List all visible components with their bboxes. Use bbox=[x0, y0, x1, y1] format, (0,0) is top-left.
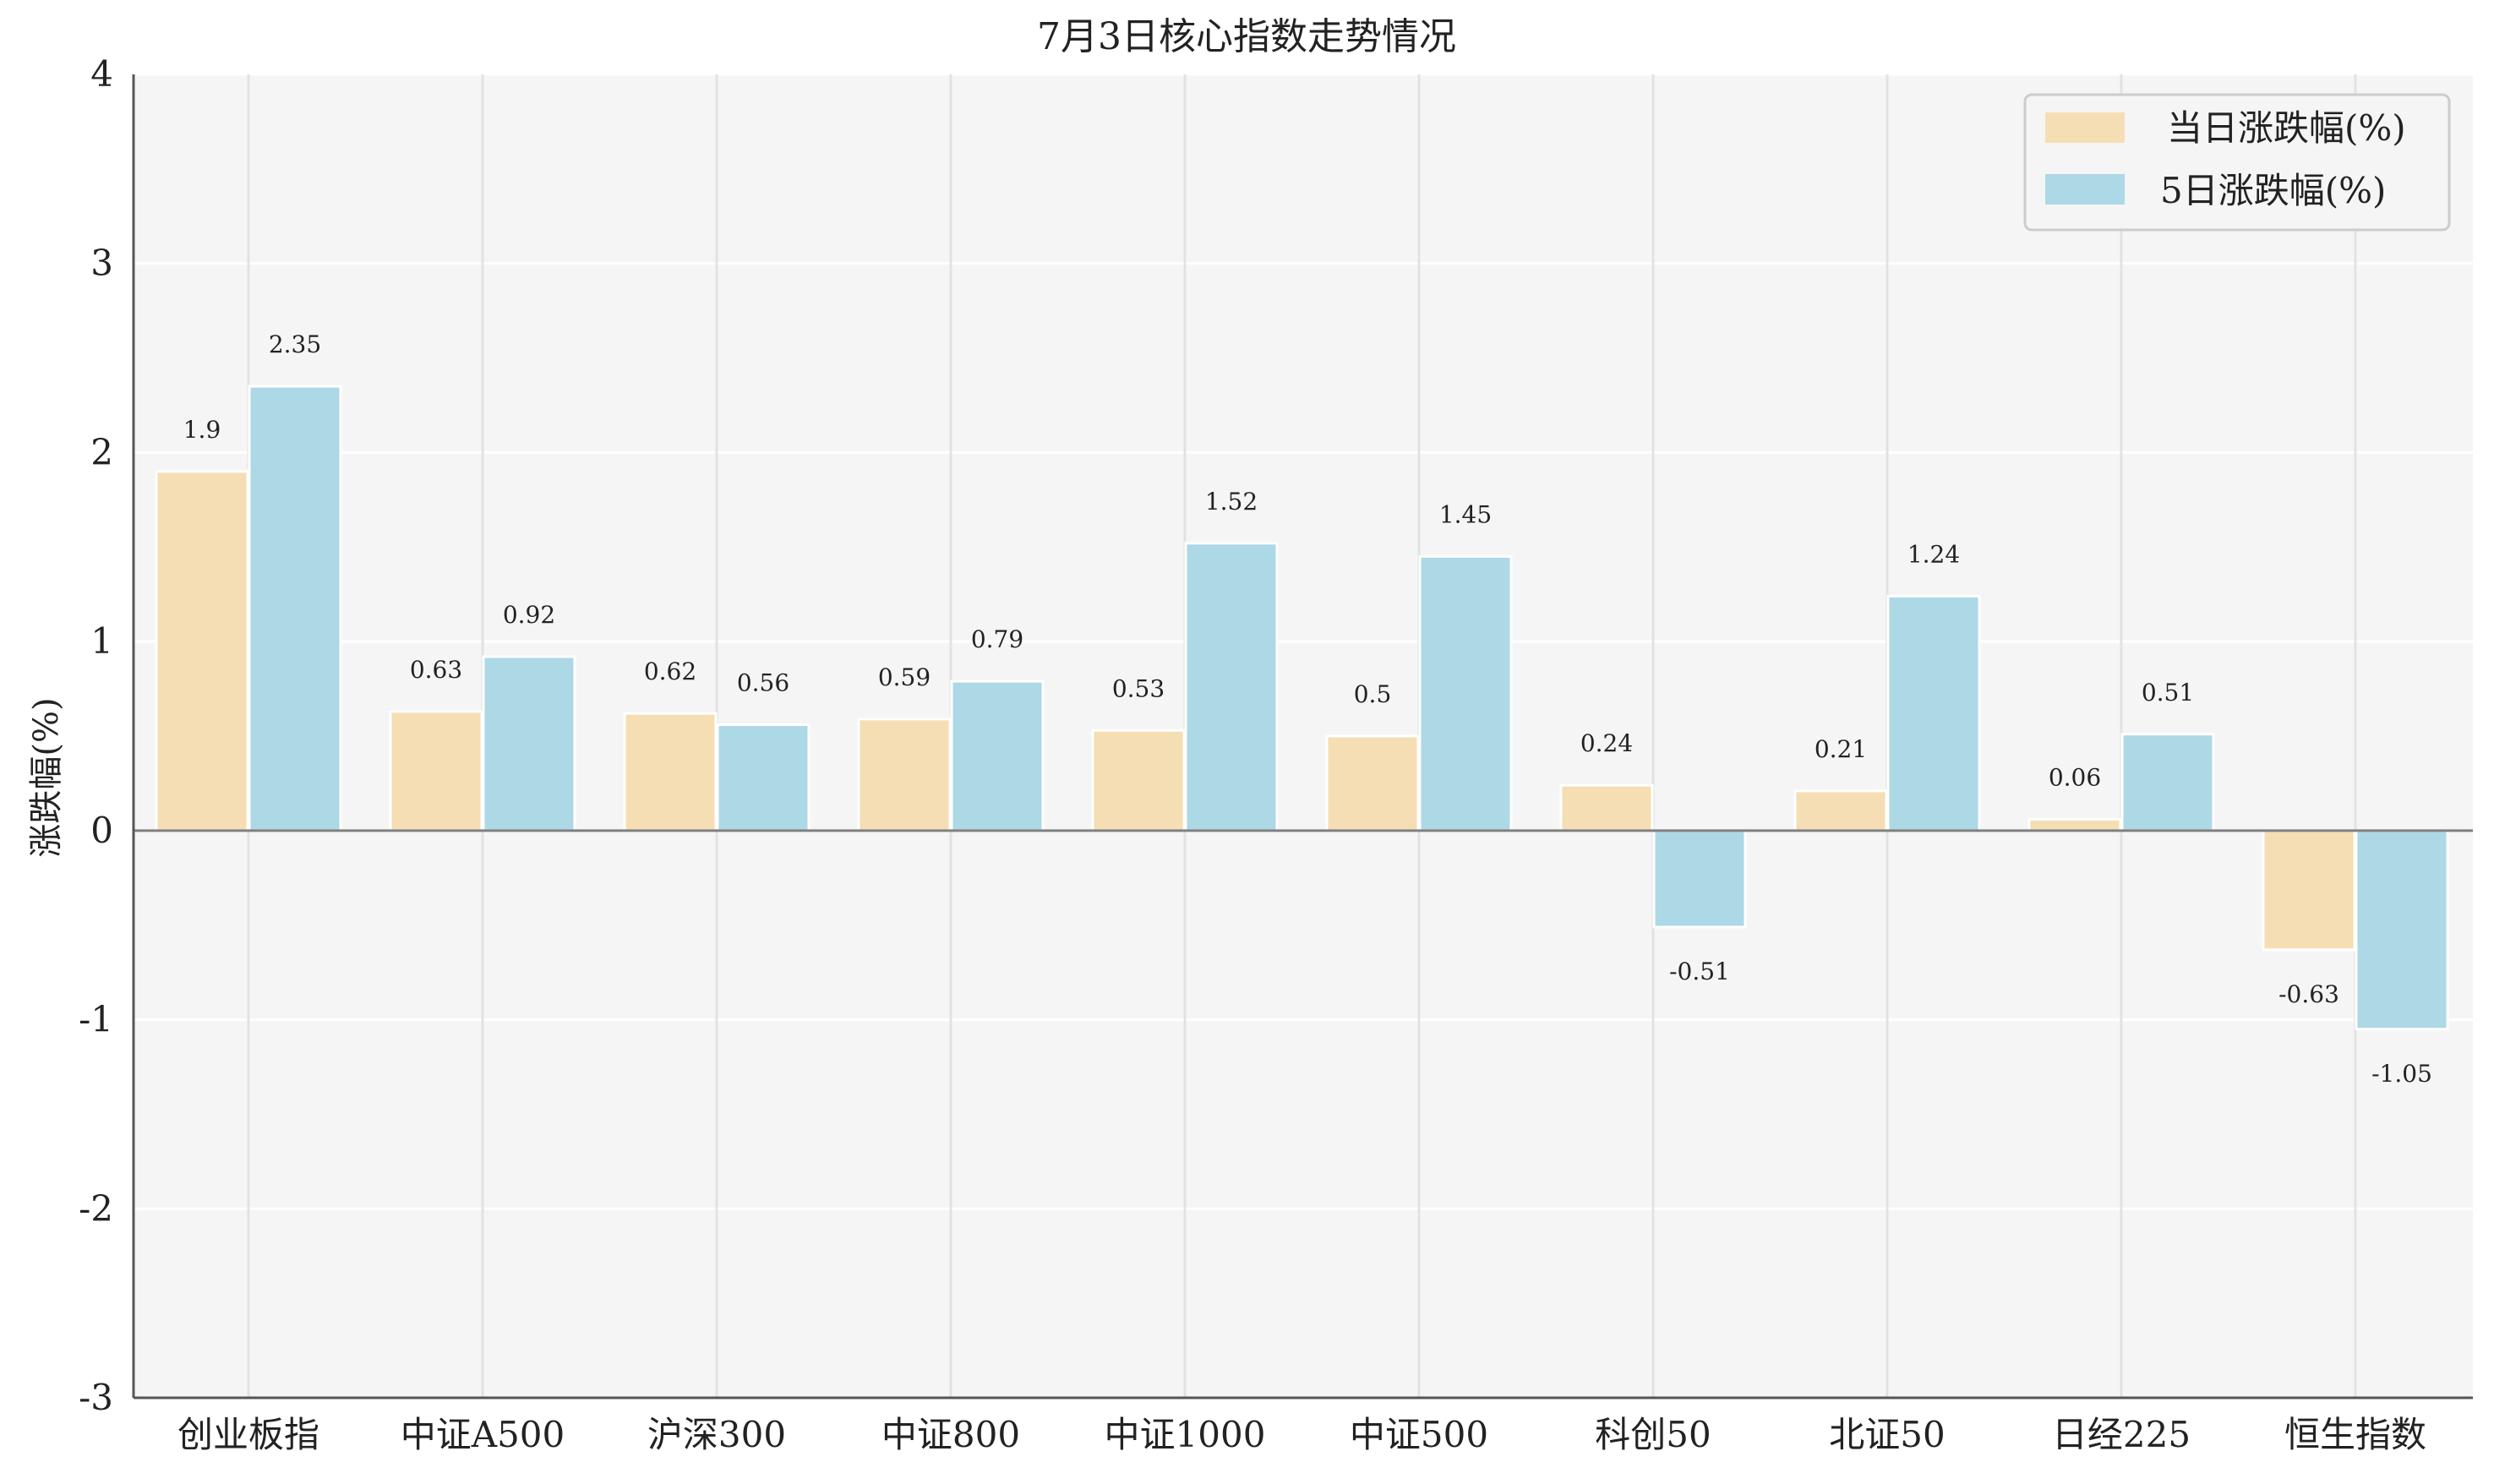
bar-daily-0 bbox=[155, 470, 249, 832]
axes: -3 -2 -1 0 1 2 3 4 创业板指 中证A500 沪深300 中证800 中证1000 中证5… bbox=[79, 53, 2473, 1455]
data-label-daily-0: 1.9 bbox=[183, 416, 221, 444]
data-label-daily-2: 0.62 bbox=[644, 657, 696, 685]
bar-5day-1 bbox=[482, 655, 576, 832]
bar-5day-7 bbox=[1886, 594, 1981, 832]
y-tick-label: -1 bbox=[79, 999, 113, 1040]
data-label-5day-9: -1.05 bbox=[2371, 1060, 2432, 1088]
y-tick-label: -2 bbox=[79, 1187, 113, 1229]
x-tick-label: 中证800 bbox=[881, 1414, 1020, 1455]
legend-swatch-daily bbox=[2045, 112, 2125, 143]
x-tick-label: 创业板指 bbox=[177, 1414, 319, 1455]
data-label-daily-1: 0.63 bbox=[410, 656, 462, 684]
x-tick-label: 北证50 bbox=[1829, 1414, 1945, 1455]
bar-daily-8 bbox=[2027, 817, 2122, 832]
data-label-5day-6: -0.51 bbox=[1669, 958, 1730, 985]
x-tick-label: 沪深300 bbox=[647, 1414, 786, 1455]
data-label-daily-8: 0.06 bbox=[2049, 763, 2101, 791]
data-label-5day-5: 1.45 bbox=[1439, 500, 1492, 528]
bar-5day-3 bbox=[950, 679, 1045, 832]
legend-frame bbox=[2023, 93, 2451, 232]
data-label-5day-8: 0.51 bbox=[2142, 679, 2194, 707]
y-tick-label: 3 bbox=[90, 243, 113, 284]
bars bbox=[155, 385, 2449, 1031]
legend-swatch-5day bbox=[2045, 174, 2125, 205]
legend: 当日涨跌幅(%) 5日涨跌幅(%) bbox=[2023, 93, 2451, 232]
x-tick-label: 中证A500 bbox=[401, 1414, 565, 1455]
legend-label-daily: 当日涨跌幅(%) bbox=[2167, 107, 2406, 149]
data-label-5day-7: 1.24 bbox=[1907, 540, 1960, 568]
chart-title: 7月3日核心指数走势情况 bbox=[1037, 15, 1456, 58]
bar-daily-4 bbox=[1091, 728, 1186, 832]
data-labels: 1.9 0.63 0.62 0.59 0.53 0.5 0.24 0.21 0.06 -0.63 2… bbox=[183, 330, 2432, 1088]
x-tick-label: 日经225 bbox=[2052, 1414, 2191, 1455]
bar-5day-0 bbox=[248, 385, 342, 832]
bar-5day-5 bbox=[1418, 554, 1513, 832]
bar-5day-9 bbox=[2355, 829, 2449, 1031]
data-label-daily-9: -0.63 bbox=[2278, 980, 2339, 1008]
legend-label-5day: 5日涨跌幅(%) bbox=[2160, 170, 2386, 211]
y-tick-label: 1 bbox=[90, 620, 113, 662]
data-label-5day-3: 0.79 bbox=[971, 625, 1023, 653]
data-label-5day-1: 0.92 bbox=[503, 601, 555, 629]
bar-5day-2 bbox=[716, 723, 810, 832]
y-tick-label: 4 bbox=[90, 53, 113, 95]
y-tick-label: -3 bbox=[79, 1377, 113, 1418]
bar-5day-6 bbox=[1652, 829, 1747, 929]
x-tick-label: 中证500 bbox=[1350, 1414, 1488, 1455]
data-label-daily-6: 0.24 bbox=[1580, 729, 1633, 757]
bar-daily-6 bbox=[1559, 783, 1654, 832]
bar-5day-4 bbox=[1184, 542, 1279, 832]
bar-5day-8 bbox=[2120, 733, 2215, 832]
bar-daily-9 bbox=[2262, 829, 2356, 952]
data-label-5day-2: 0.56 bbox=[737, 669, 789, 697]
data-label-daily-4: 0.53 bbox=[1112, 674, 1165, 702]
bar-daily-7 bbox=[1793, 789, 1888, 832]
data-label-5day-0: 2.35 bbox=[269, 330, 321, 358]
x-tick-label: 恒生指数 bbox=[2284, 1414, 2426, 1455]
data-label-daily-3: 0.59 bbox=[878, 663, 930, 691]
y-axis-label: 涨跌幅(%) bbox=[27, 697, 66, 857]
y-tick-label: 2 bbox=[90, 431, 113, 472]
x-tick-label: 中证1000 bbox=[1105, 1414, 1266, 1455]
bar-daily-1 bbox=[389, 710, 483, 832]
y-tick-label: 0 bbox=[90, 810, 113, 851]
bar-daily-5 bbox=[1325, 734, 1420, 832]
x-tick-label: 科创50 bbox=[1595, 1414, 1711, 1455]
data-label-daily-5: 0.5 bbox=[1354, 680, 1392, 708]
data-label-5day-4: 1.52 bbox=[1205, 488, 1258, 516]
bar-daily-2 bbox=[623, 712, 718, 832]
data-label-daily-7: 0.21 bbox=[1815, 735, 1867, 763]
bar-daily-3 bbox=[857, 717, 952, 832]
